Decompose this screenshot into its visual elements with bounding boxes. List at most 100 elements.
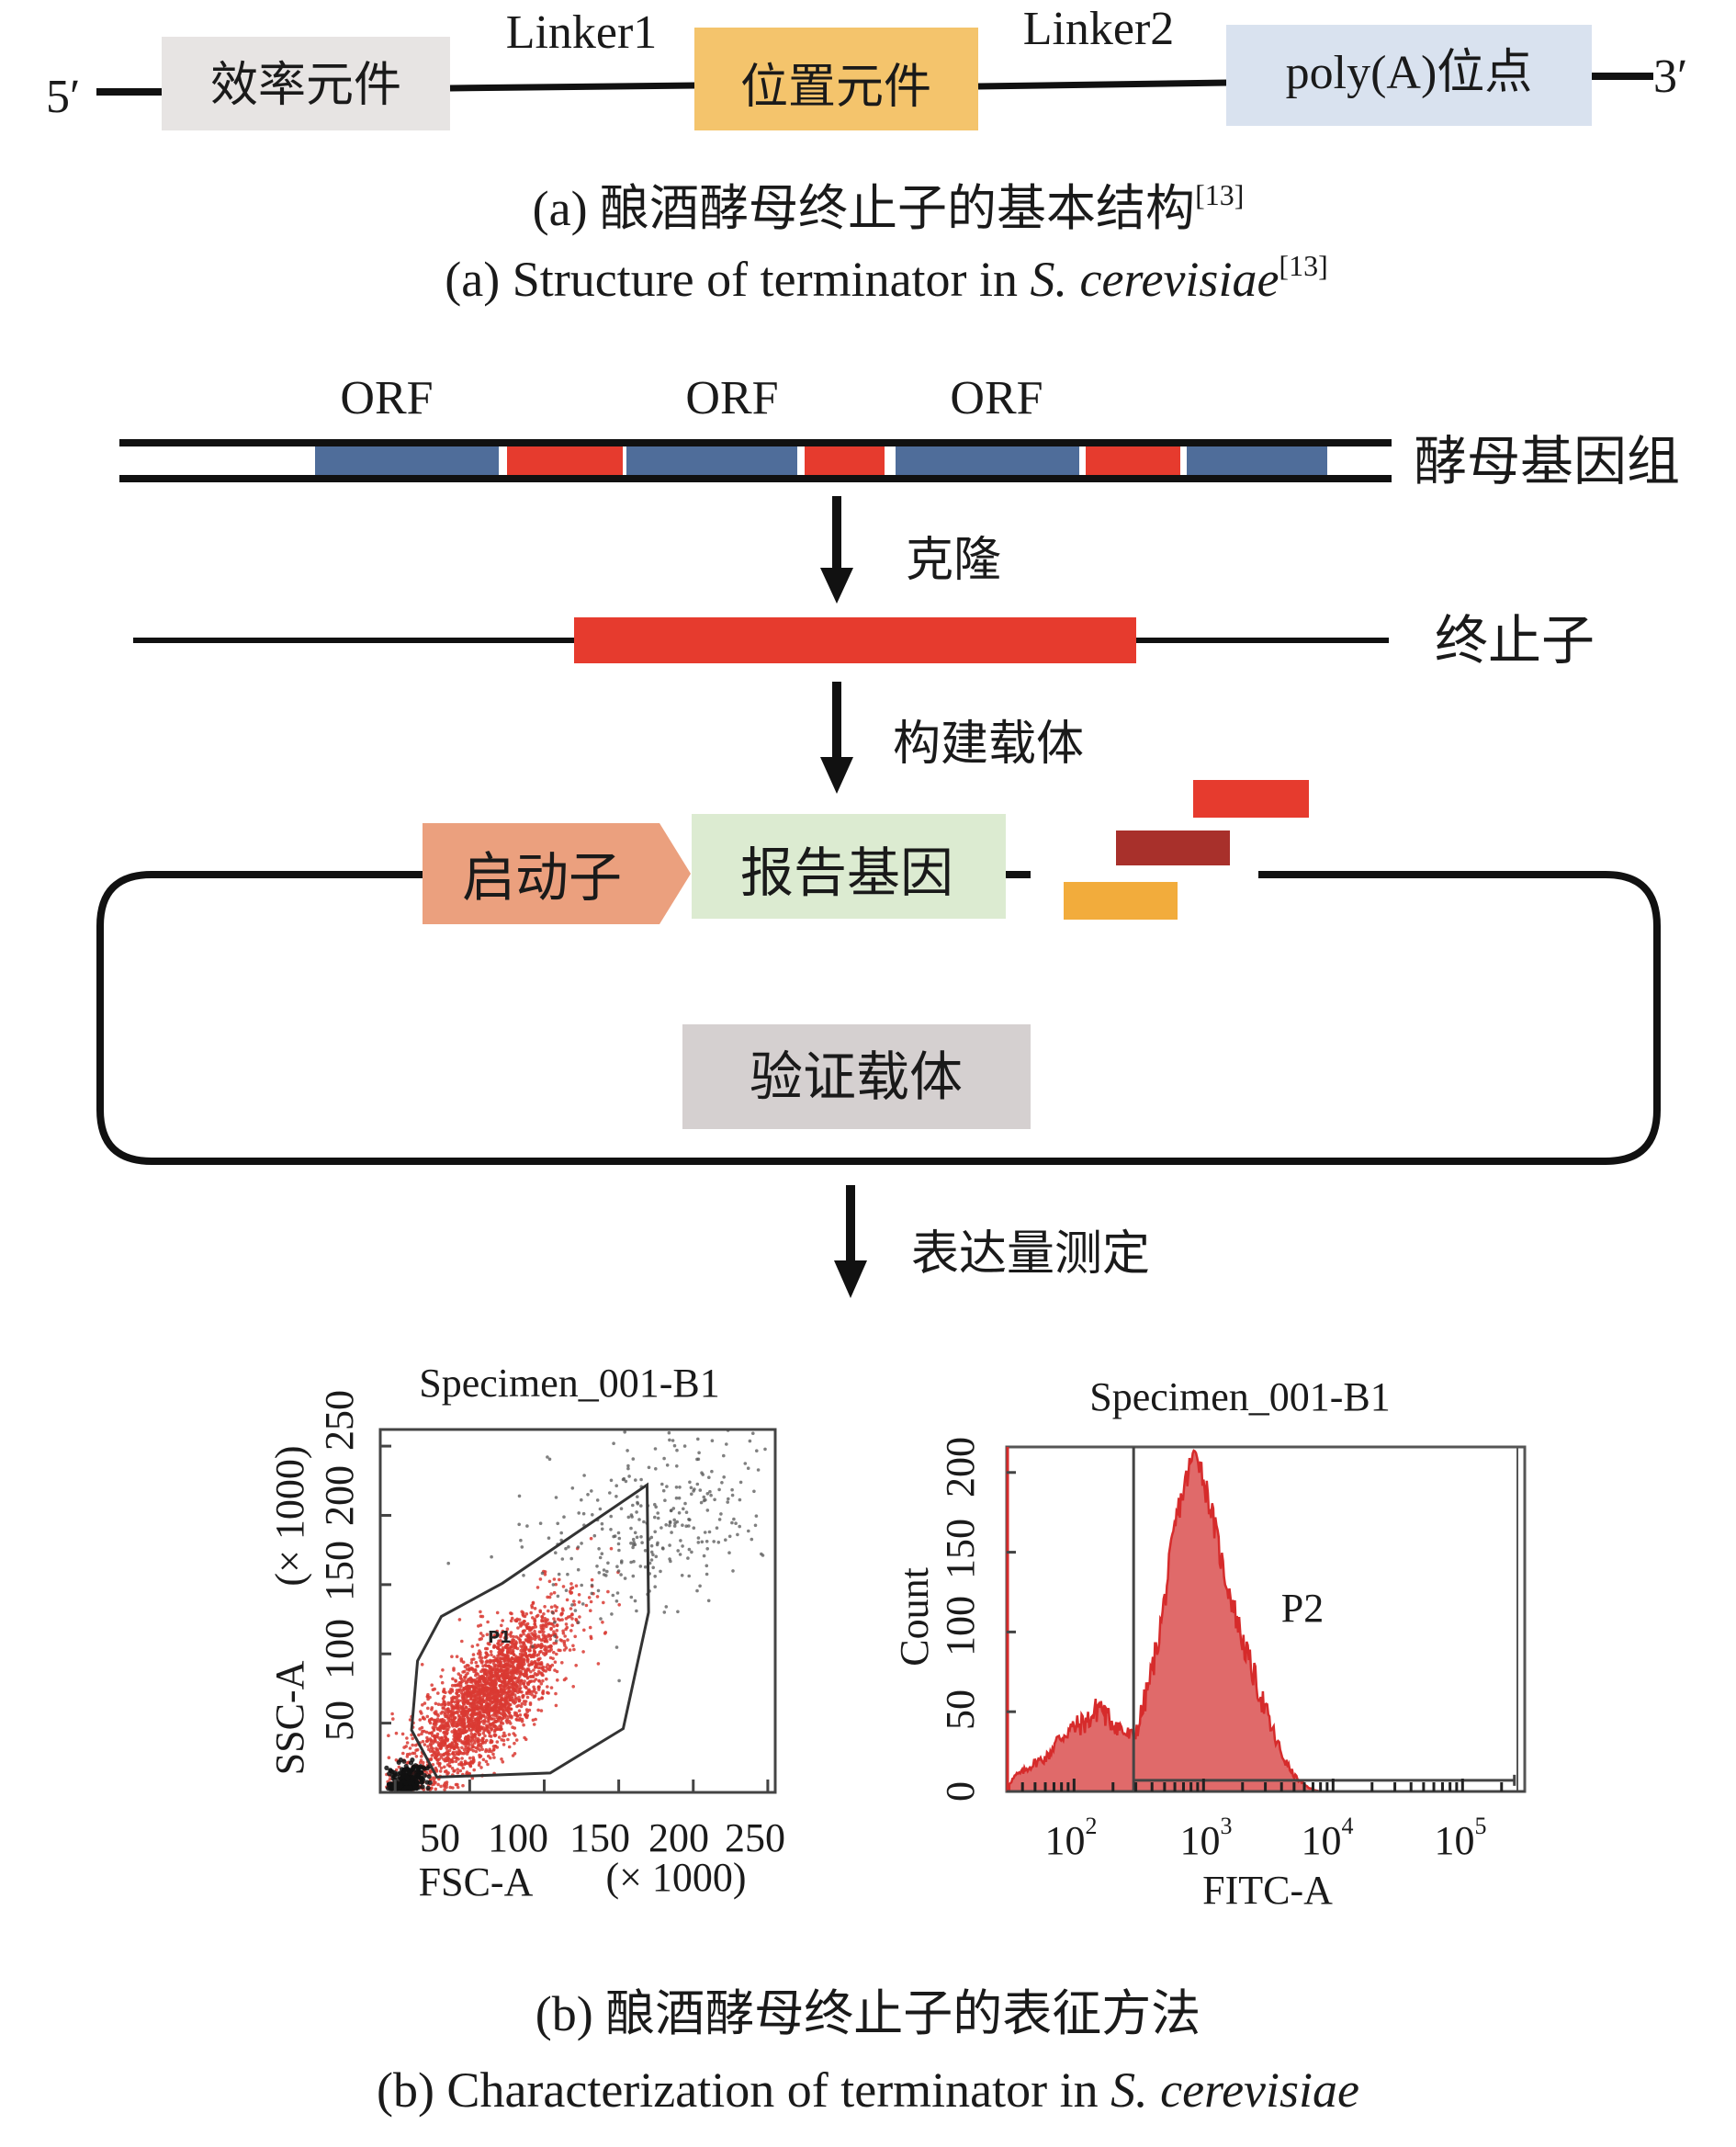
scatter-point	[589, 1609, 592, 1612]
scatter-point	[520, 1701, 524, 1706]
histogram-xtick-label: 102	[1045, 1813, 1098, 1863]
scatter-point	[475, 1712, 479, 1715]
scatter-point	[599, 1617, 603, 1621]
scatter-point	[480, 1747, 484, 1751]
scatter-point	[486, 1660, 490, 1664]
scatter-point	[410, 1757, 415, 1763]
scatter-point	[675, 1520, 679, 1524]
scatter-point	[536, 1685, 541, 1689]
scatter-point	[556, 1521, 559, 1526]
scatter-point	[503, 1683, 508, 1688]
scatter-point	[597, 1571, 602, 1575]
scatter-point	[528, 1675, 533, 1678]
scatter-point	[701, 1473, 705, 1476]
scatter-point	[708, 1489, 712, 1494]
scatter-point	[602, 1568, 606, 1572]
scatter-point	[554, 1703, 558, 1708]
scatter-point	[439, 1712, 444, 1715]
caption-b-cn: (b) 酿酒酵母终止子的表征方法	[535, 1986, 1201, 2041]
scatter-point	[469, 1721, 473, 1724]
scatter-point	[436, 1702, 441, 1706]
scatter-point	[532, 1649, 536, 1653]
scatter-point	[569, 1556, 573, 1561]
histogram-xtick-exponent: 2	[1086, 1813, 1098, 1839]
scatter-point	[532, 1625, 535, 1630]
scatter-point	[534, 1662, 538, 1666]
scatter-point	[602, 1600, 605, 1605]
scatter-point	[438, 1769, 443, 1773]
scatter-point	[434, 1735, 439, 1738]
scatter-point	[513, 1752, 517, 1756]
scatter-point	[408, 1746, 412, 1750]
scatter-point	[516, 1655, 521, 1660]
scatter-point	[627, 1475, 631, 1478]
scatter-point	[687, 1524, 691, 1528]
scatter-point	[724, 1538, 727, 1542]
histogram-xtick-exponent: 3	[1221, 1813, 1233, 1839]
histogram-xtick-exponent: 5	[1475, 1813, 1487, 1839]
scatter-point	[668, 1438, 671, 1442]
scatter-point	[434, 1787, 438, 1791]
scatter-point	[570, 1586, 575, 1589]
scatter-point	[455, 1742, 458, 1746]
scatter-xtick-label: 150	[569, 1815, 630, 1860]
scatter-point	[562, 1648, 567, 1652]
scatter-point	[495, 1713, 499, 1717]
scatter-point	[478, 1733, 482, 1736]
scatter-point	[519, 1655, 524, 1659]
scatter-point	[451, 1786, 455, 1790]
scatter-point	[443, 1784, 446, 1789]
scatter-point	[564, 1617, 569, 1621]
histogram-xtick-label: 105	[1435, 1813, 1487, 1863]
scatter-points	[384, 1379, 767, 1791]
scatter-point	[549, 1644, 553, 1649]
scatter-point	[524, 1623, 528, 1627]
scatter-point	[733, 1379, 737, 1383]
scatter-point	[532, 1689, 536, 1693]
scatter-point	[506, 1643, 510, 1647]
scatter-point	[577, 1600, 581, 1604]
scatter-point	[424, 1780, 430, 1785]
scatter-point	[616, 1569, 621, 1573]
scatter-point	[543, 1647, 547, 1652]
scatter-point	[629, 1560, 633, 1565]
scatter-point	[472, 1722, 477, 1725]
scatter-point	[543, 1605, 547, 1609]
scatter-point	[479, 1661, 484, 1665]
scatter-point	[590, 1583, 594, 1588]
scatter-point	[452, 1711, 457, 1714]
scatter-point	[452, 1756, 456, 1759]
scatter-point	[468, 1708, 471, 1712]
five-prime-label: 5′	[46, 71, 80, 123]
scatter-point	[664, 1605, 669, 1609]
scatter-point	[629, 1542, 633, 1545]
scatter-point	[476, 1746, 479, 1751]
scatter-point	[432, 1782, 436, 1786]
scatter-point	[509, 1677, 513, 1680]
scatter-point	[497, 1669, 502, 1673]
scatter-point	[461, 1670, 465, 1674]
scatter-point	[434, 1720, 438, 1724]
scatter-point	[508, 1633, 513, 1636]
scatter-point	[547, 1579, 552, 1584]
scatter-point	[523, 1620, 526, 1623]
scatter-point	[523, 1674, 527, 1678]
scatter-point	[428, 1737, 433, 1741]
linker2-line	[977, 79, 1229, 90]
scatter-point	[479, 1766, 483, 1769]
scatter-point	[502, 1713, 507, 1717]
scatter-point	[526, 1626, 531, 1630]
scatter-point	[545, 1677, 548, 1681]
scatter-point	[436, 1750, 440, 1754]
caption-b-en-species: S. cerevisiae	[1110, 2062, 1359, 2118]
scatter-point	[626, 1466, 630, 1471]
histogram-ylabel: Count	[892, 1567, 937, 1667]
scatter-point	[462, 1712, 467, 1715]
scatter-point	[466, 1720, 470, 1724]
scatter-point	[617, 1678, 621, 1683]
scatter-point	[667, 1430, 671, 1435]
scatter-point	[433, 1687, 437, 1691]
scatter-point	[452, 1746, 457, 1751]
scatter-point	[556, 1678, 559, 1682]
scatter-point	[457, 1713, 461, 1718]
